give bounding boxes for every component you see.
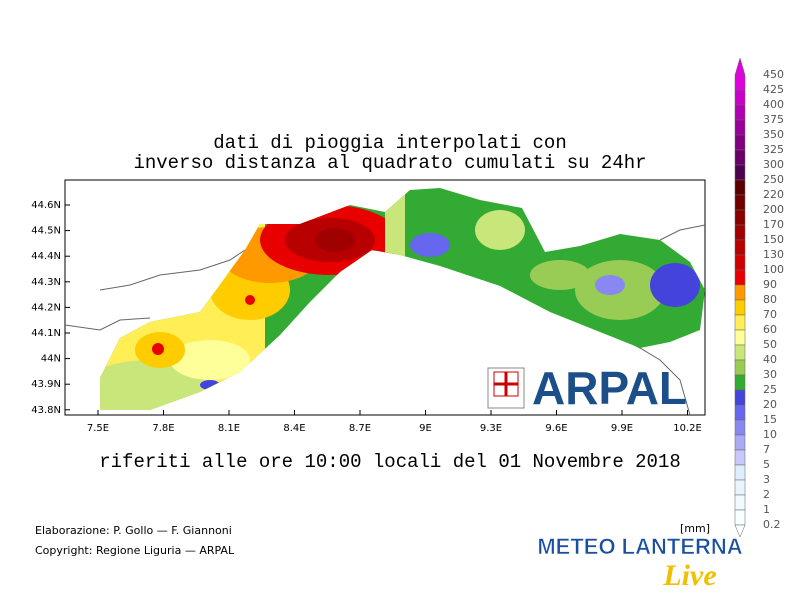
legend-label: 250 (763, 173, 784, 186)
y-tick-label: 44.2N (31, 302, 61, 313)
title-line: dati di pioggia interpolati con (213, 132, 566, 154)
legend-swatch (734, 524, 746, 538)
legend-swatch (734, 134, 746, 151)
legend-swatch (734, 179, 746, 196)
y-tick-label: 43.9N (31, 379, 61, 390)
legend-swatch (734, 269, 746, 286)
legend-label: 425 (763, 83, 784, 96)
legend-swatch (734, 314, 746, 331)
legend-label: 150 (763, 233, 784, 246)
legend-swatch (734, 104, 746, 121)
legend-label: 170 (763, 218, 784, 231)
legend-unit: [mm] (680, 522, 710, 535)
y-tick-label: 44.4N (31, 251, 61, 262)
arpal-text: ARPAL (532, 362, 687, 414)
legend-label: 300 (763, 158, 784, 171)
arpal-logo: ARPAL (487, 362, 687, 414)
y-tick-label: 44.1N (31, 328, 61, 339)
legend-swatch (734, 464, 746, 481)
legend-label: 7 (763, 443, 770, 456)
legend-swatch (734, 329, 746, 346)
legend-label: 5 (763, 458, 770, 471)
legend-swatch (734, 89, 746, 106)
legend-swatch (734, 164, 746, 181)
y-tick-label: 44.6N (31, 200, 61, 211)
legend-label: 220 (763, 188, 784, 201)
legend-arrow (734, 57, 746, 76)
credit: Copyright: Regione Liguria — ARPAL (35, 544, 235, 557)
legend-swatch (734, 194, 746, 211)
legend-swatch (734, 284, 746, 301)
legend-swatch (734, 359, 746, 376)
x-tick-label: 7.8E (152, 423, 174, 434)
legend-label: 20 (763, 398, 777, 411)
y-tick-label: 44.5N (31, 226, 61, 237)
legend-swatch (734, 224, 746, 241)
x-tick-label: 8.1E (218, 423, 240, 434)
x-tick-label: 9.6E (545, 423, 567, 434)
legend-swatch (734, 449, 746, 466)
legend-swatch (734, 419, 746, 436)
subtitle: riferiti alle ore 10:00 locali del 01 No… (99, 451, 681, 473)
legend-label: 10 (763, 428, 777, 441)
legend-swatch (734, 494, 746, 511)
legend-swatch (734, 404, 746, 421)
legend-label: 15 (763, 413, 777, 426)
legend-label: 80 (763, 293, 777, 306)
title-line: inverso distanza al quadrato cumulati su… (133, 152, 646, 174)
legend-swatch (734, 479, 746, 496)
legend-label: 130 (763, 248, 784, 261)
legend-label: 3 (763, 473, 770, 486)
legend-label: 350 (763, 128, 784, 141)
live-logo: Live (662, 559, 716, 592)
x-tick-label: 9.9E (611, 423, 633, 434)
legend-swatch (734, 119, 746, 136)
x-tick-label: 7.5E (87, 423, 109, 434)
legend-swatch (734, 74, 746, 91)
legend-label: 25 (763, 383, 777, 396)
y-tick-label: 44N (41, 354, 61, 365)
legend-label: 40 (763, 353, 777, 366)
x-tick-label: 8.7E (349, 423, 371, 434)
legend-swatch (734, 434, 746, 451)
legend-label: 375 (763, 113, 784, 126)
meteo-logo: METEO LANTERNA (537, 534, 742, 559)
legend-label: 400 (763, 98, 784, 111)
x-tick-label: 8.4E (283, 423, 305, 434)
legend-label: 1 (763, 503, 770, 516)
legend-label: 50 (763, 338, 777, 351)
legend-swatch (734, 374, 746, 391)
y-tick-label: 43.8N (31, 405, 61, 416)
y-tick-label: 44.3N (31, 277, 61, 288)
legend-label: 325 (763, 143, 784, 156)
legend-swatch (734, 299, 746, 316)
legend-label: 2 (763, 488, 770, 501)
legend-swatch (734, 149, 746, 166)
legend-swatch (734, 209, 746, 226)
legend-swatch (734, 254, 746, 271)
legend-swatch (734, 389, 746, 406)
legend-label: 90 (763, 278, 777, 291)
legend-label: 450 (763, 68, 784, 81)
x-tick-label: 9E (419, 423, 432, 434)
legend: 4504254003753503253002502202001701501301… (734, 57, 784, 538)
legend-swatch (734, 239, 746, 256)
credit: Elaborazione: P. Gollo — F. Giannoni (35, 524, 232, 537)
legend-label: 200 (763, 203, 784, 216)
legend-swatch (734, 509, 746, 526)
x-tick-label: 9.3E (480, 423, 502, 434)
axis-ticks: 7.5E 7.8E 8.1E 8.4E 8.7E 9E 9.3E 9.6E 9.9E 10.2E 4… (31, 200, 702, 434)
legend-label: 60 (763, 323, 777, 336)
legend-label: 100 (763, 263, 784, 276)
legend-label: 30 (763, 368, 777, 381)
x-tick-label: 10.2E (673, 423, 702, 434)
legend-label: 70 (763, 308, 777, 321)
legend-label: 0.2 (763, 518, 781, 531)
legend-swatch (734, 344, 746, 361)
